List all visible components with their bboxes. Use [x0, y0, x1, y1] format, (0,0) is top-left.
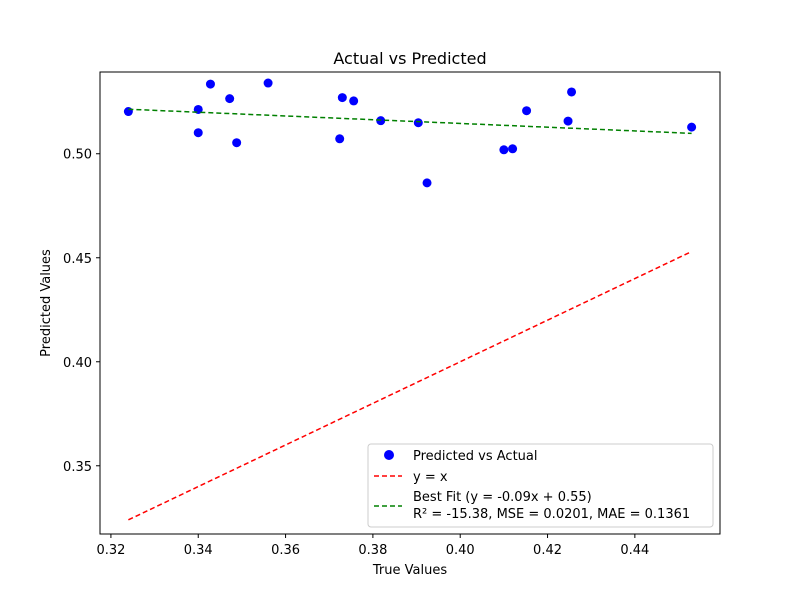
plot-area	[123, 78, 697, 521]
axes-frame	[99, 71, 721, 535]
x-axis-label: True Values	[372, 563, 447, 578]
scatter-point	[263, 78, 273, 88]
scatter-point	[508, 144, 518, 154]
scatter-point	[225, 94, 235, 104]
chart-title: Actual vs Predicted	[333, 49, 486, 68]
y-axis-ticks: 0.35 0.40 0.45 0.50	[63, 148, 100, 475]
x-tick-label: 0.42	[533, 543, 562, 558]
legend-box	[367, 443, 714, 528]
x-tick-label: 0.32	[96, 543, 125, 558]
legend-marker-scatter	[384, 450, 394, 460]
scatter-point	[335, 134, 345, 144]
scatter-point	[413, 118, 423, 128]
scatter-point	[349, 96, 359, 106]
scatter-point	[337, 93, 347, 103]
scatter-point	[499, 145, 509, 155]
y-tick-label: 0.35	[63, 460, 92, 475]
scatter-point	[232, 138, 242, 148]
scatter-point	[193, 128, 203, 138]
x-tick-label: 0.40	[446, 543, 475, 558]
x-tick-label: 0.38	[358, 543, 387, 558]
x-tick-label: 0.44	[620, 543, 649, 558]
scatter-point	[522, 106, 532, 116]
y-tick-label: 0.45	[63, 252, 92, 267]
x-axis-ticks: 0.32 0.34 0.36 0.38 0.40 0.42 0.44	[96, 534, 649, 558]
best-fit-line	[128, 108, 692, 135]
scatter-point	[205, 79, 215, 89]
legend-label-scatter: Predicted vs Actual	[413, 449, 537, 464]
y-axis-label: Predicted Values	[39, 249, 54, 357]
y-tick-label: 0.50	[63, 148, 92, 163]
scatter-point	[687, 122, 697, 132]
scatter-point	[422, 178, 432, 188]
scatter-point	[567, 87, 577, 97]
scatter-point	[123, 107, 133, 117]
scatter-point	[563, 116, 573, 126]
legend-label-best-fit-stats: R² = -15.38, MSE = 0.0201, MAE = 0.1361	[413, 507, 690, 522]
legend-label-best-fit: Best Fit (y = -0.09x + 0.55)	[413, 490, 592, 505]
x-tick-label: 0.34	[184, 543, 213, 558]
y-tick-label: 0.40	[63, 356, 92, 371]
legend-label-identity-line: y = x	[413, 470, 448, 485]
x-tick-label: 0.36	[271, 543, 300, 558]
legend: Predicted vs Actual y = x Best Fit (y = …	[367, 443, 714, 528]
